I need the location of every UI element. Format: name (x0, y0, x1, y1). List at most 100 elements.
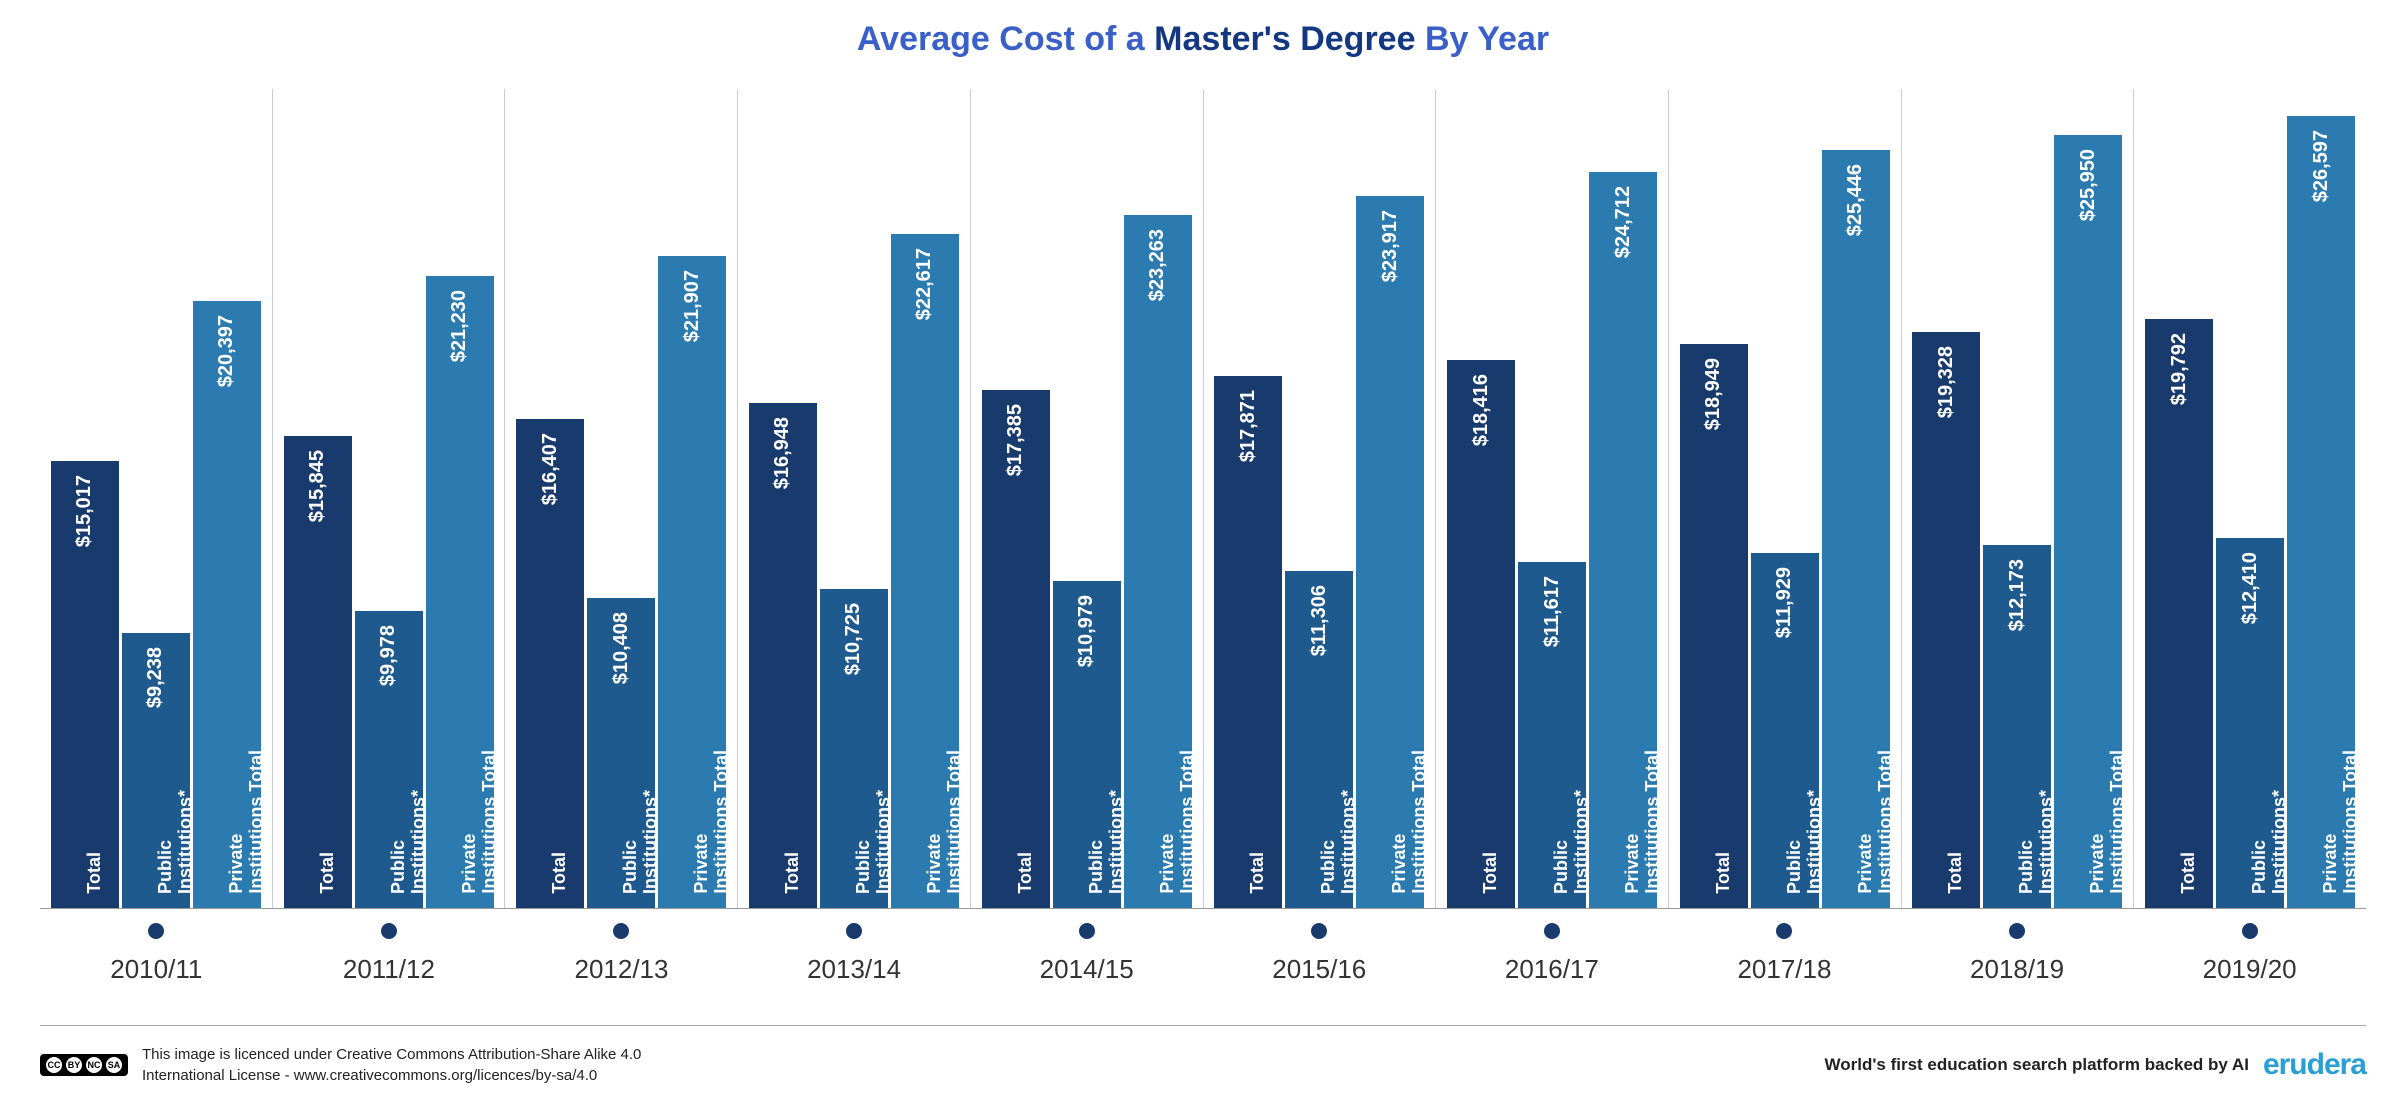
bar-private: $23,917Private Institutions Total (1356, 196, 1424, 908)
by-icon: BY (66, 1057, 82, 1073)
license-line2: International License - www.creativecomm… (142, 1065, 641, 1086)
bar-public: $9,238Public Institutions* (122, 633, 190, 908)
year-dot-icon (1079, 923, 1095, 939)
bar-value: $23,263 (1146, 229, 1169, 301)
bar-series-label: Total (1714, 852, 1734, 894)
bar-total: $16,407Total (516, 419, 584, 908)
bar-public: $11,617Public Institutions* (1518, 562, 1586, 908)
bar-value: $21,907 (681, 270, 704, 342)
bar-series-label: Public Institutions* (1087, 790, 1127, 894)
bar-series-label: Total (1481, 852, 1501, 894)
year-dot-icon (1776, 923, 1792, 939)
bar-value: $11,306 (1308, 585, 1331, 656)
year-group: $15,017Total$9,238Public Institutions*$2… (40, 89, 272, 908)
year-label: 2016/17 (1436, 954, 1669, 985)
bar-value: $23,917 (1379, 210, 1402, 282)
bars: $16,948Total$10,725Public Institutions*$… (738, 89, 970, 908)
bar-public: $11,306Public Institutions* (1285, 571, 1353, 908)
bar-value: $9,978 (377, 625, 400, 686)
bar-series-label: Total (318, 852, 338, 894)
bars: $18,949 Total $11,929Public Institutions*$… (1669, 89, 1901, 908)
bar-total: $15,017Total (51, 461, 119, 908)
bar-total: $15,845Total (284, 436, 352, 908)
bar-series-label: Private Institutions Total (1390, 750, 1430, 894)
bar-value: $18,416 (1470, 374, 1493, 446)
bar-private: $21,907Private Institutions Total (658, 256, 726, 908)
year-group: $19,792Total$12,410Public Institutions*$… (2133, 89, 2366, 908)
year-group: $15,845Total$9,978Public Institutions*$2… (272, 89, 505, 908)
bar-value: $11,929 (1773, 567, 1796, 638)
bar-series-label: Private Institutions Total (1623, 750, 1663, 894)
bar-value: $16,407 (539, 433, 562, 505)
bar-series-label: Private Institutions Total (2088, 750, 2128, 894)
bars: $18,416Total$11,617Public Institutions*$… (1436, 89, 1668, 908)
bar-value: $9,238 (144, 647, 167, 708)
bar-public: $11,929Public Institutions* (1751, 553, 1819, 908)
year-label: 2011/12 (273, 954, 506, 985)
bars: $19,792Total$12,410Public Institutions*$… (2134, 89, 2366, 908)
bar-value: $15,017 (73, 475, 96, 547)
year-label: 2019/20 (2133, 954, 2366, 985)
bar-private: $23,263Private Institutions Total (1124, 215, 1192, 908)
bar-total: $18,416 Total (1447, 360, 1515, 908)
bar-value: $18,949 (1702, 358, 1725, 430)
bar-value: $20,397 (215, 315, 238, 387)
year-label: 2018/19 (1901, 954, 2134, 985)
year-label-cell: 2018/19 (1901, 909, 2134, 985)
year-labels-row: 2010/112011/122012/132013/142014/152015/… (40, 909, 2366, 985)
bar-total: $18,949 Total (1680, 344, 1748, 908)
title-part1: Average Cost of a (857, 20, 1154, 58)
bar-value: $11,617 (1541, 576, 1564, 647)
footer-left: CC BY NC SA This image is licenced under… (40, 1044, 641, 1086)
year-label: 2014/15 (970, 954, 1203, 985)
year-dot-icon (613, 923, 629, 939)
year-group: $16,948Total$10,725Public Institutions*$… (737, 89, 970, 908)
bar-series-label: Total (2179, 852, 2199, 894)
bar-public: $10,408Public Institutions* (587, 598, 655, 908)
license-line1: This image is licenced under Creative Co… (142, 1044, 641, 1065)
bar-series-label: Public Institutions* (621, 790, 661, 894)
bars: $15,017Total$9,238Public Institutions*$2… (40, 89, 272, 908)
bar-value: $22,617 (913, 248, 936, 320)
title-part3: By Year (1425, 20, 1549, 58)
brand-logo: erudera (2263, 1048, 2366, 1082)
year-label-cell: 2012/13 (505, 909, 738, 985)
bar-series-label: Private Institutions Total (692, 750, 732, 894)
footer: CC BY NC SA This image is licenced under… (40, 1025, 2366, 1086)
year-group: $17,385Total$10,979Public Institutions*$… (970, 89, 1203, 908)
chart-area: $15,017Total$9,238Public Institutions*$2… (40, 89, 2366, 909)
year-label-cell: 2015/16 (1203, 909, 1436, 985)
year-label: 2015/16 (1203, 954, 1436, 985)
bar-public: $10,725Public Institutions* (820, 589, 888, 908)
bar-value: $10,979 (1075, 595, 1098, 667)
year-label-cell: 2013/14 (738, 909, 971, 985)
year-dot-icon (846, 923, 862, 939)
year-group: $19,328Total$12,173Public Institutions* $… (1901, 89, 2134, 908)
year-group: $18,416Total$11,617Public Institutions*$… (1435, 89, 1668, 908)
bar-series-label: Total (783, 852, 803, 894)
bar-public: $12,173Public Institutions* (1983, 545, 2051, 908)
bar-private: $24,712Private Institutions Total (1589, 172, 1657, 908)
bar-total: $19,328Total (1912, 332, 1980, 908)
tagline: World's first education search platform … (1825, 1055, 2249, 1075)
bar-value: $26,597 (2310, 130, 2333, 202)
bar-value: $17,871 (1237, 390, 1260, 462)
bar-total: $17,385Total (982, 390, 1050, 908)
bar-series-label: Public Institutions* (1552, 790, 1592, 894)
bar-series-label: Private Institutions Total (925, 750, 965, 894)
bar-public: $10,979Public Institutions* (1053, 581, 1121, 908)
bar-public: $12,410Public Institutions* (2216, 538, 2284, 908)
bar-series-label: Public Institutions* (156, 790, 196, 894)
chart-title: Average Cost of a Master's Degree By Yea… (40, 20, 2366, 59)
bar-series-label: Private Institutions Total (1158, 750, 1198, 894)
bar-value: $24,712 (1612, 186, 1635, 258)
bar-value: $25,950 (2077, 149, 2100, 221)
year-dot-icon (2242, 923, 2258, 939)
year-group: $17,871Total$11,306Public Institutions*$… (1203, 89, 1436, 908)
bar-private: $21,230Private Institutions Total (426, 276, 494, 908)
title-part2: Master's Degree (1154, 20, 1425, 58)
year-dot-icon (381, 923, 397, 939)
cc-badge-icon: CC BY NC SA (40, 1054, 128, 1076)
license-text: This image is licenced under Creative Co… (142, 1044, 641, 1086)
year-label: 2010/11 (40, 954, 273, 985)
